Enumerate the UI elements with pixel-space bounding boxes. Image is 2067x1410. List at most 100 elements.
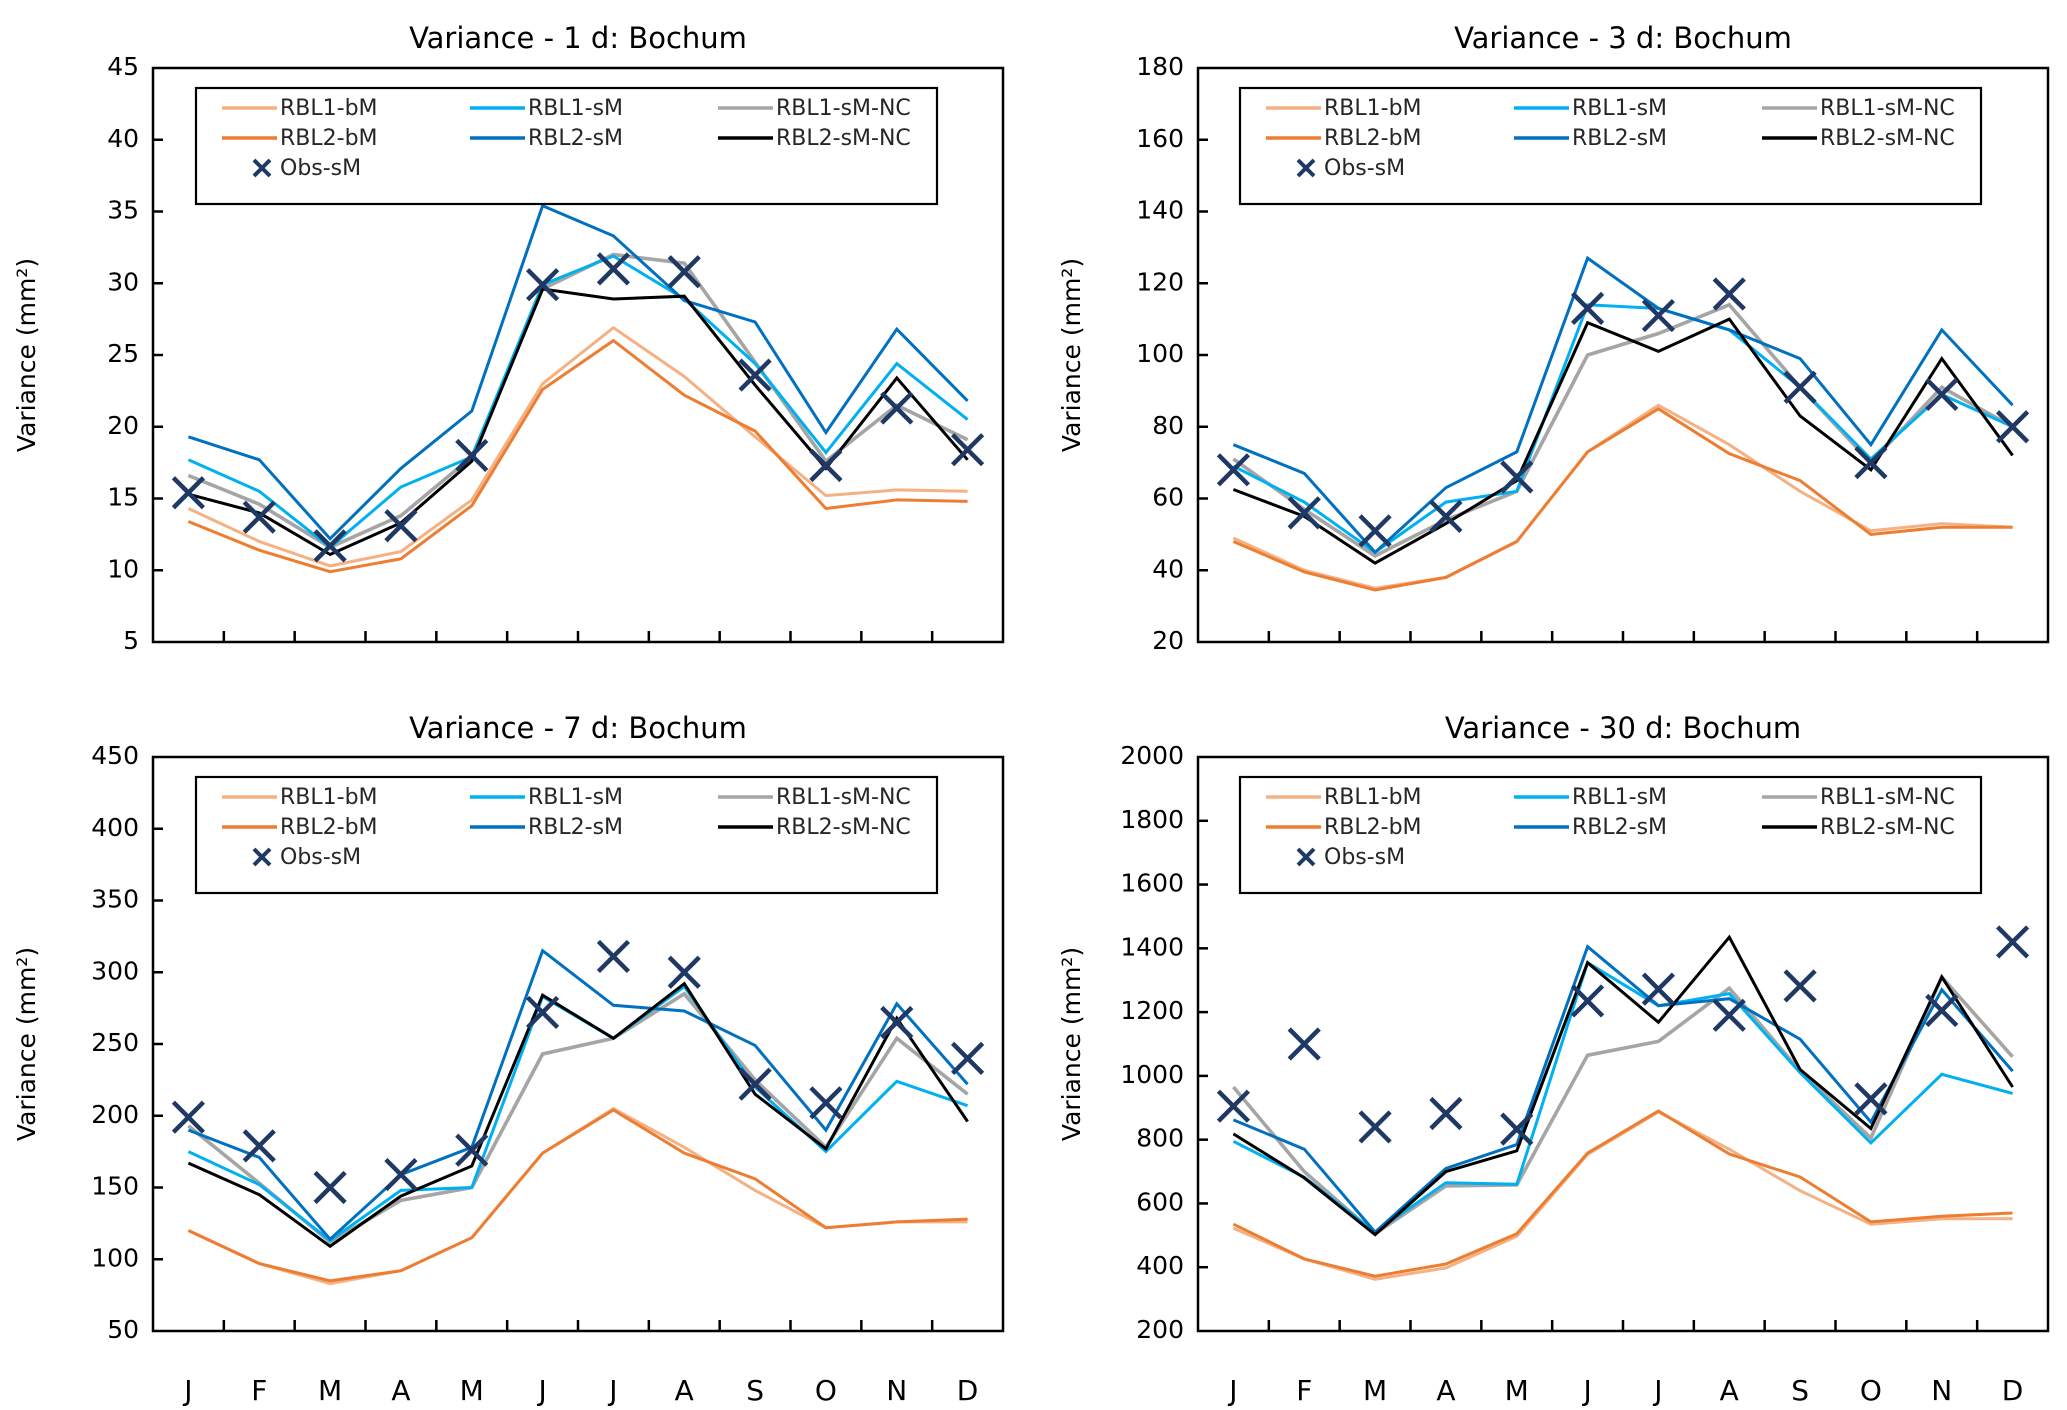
legend-label: Obs-sM [280, 845, 361, 870]
data-point-obs-sm [1358, 1110, 1392, 1144]
marker-x-stroke [596, 252, 631, 286]
data-point-obs-sm [384, 1157, 418, 1192]
x-tick-label: J [536, 1374, 546, 1407]
series-line-rbl2-bm [1232, 1109, 2013, 1278]
x-tick-label: O [815, 1374, 837, 1407]
legend-label: Obs-sM [1324, 845, 1405, 870]
legend-label: RBL2-sM-NC [776, 126, 911, 151]
marker-x-stroke [313, 529, 347, 563]
y-tick-label: 35 [107, 196, 139, 225]
marker-x-stroke [313, 1170, 347, 1205]
series-line-rbl2-sm [1232, 255, 2014, 555]
x-tick-label: S [1791, 1374, 1809, 1407]
legend-entry-rbl1-sm-nc: RBL1-sM-NC [718, 785, 911, 810]
legend-label: RBL2-sM [528, 126, 623, 151]
legend-label: RBL1-bM [1324, 785, 1422, 810]
data-point-obs-sm [950, 1041, 985, 1075]
marker-x-stroke [1570, 984, 1605, 1018]
legend-label: RBL2-bM [280, 126, 378, 151]
marker-x-stroke [950, 433, 985, 467]
y-tick-label: 1800 [1120, 805, 1184, 834]
chart-title: Variance - 7 d: Bochum [409, 711, 747, 745]
marker-x-stroke [1216, 453, 1251, 487]
marker-x-stroke [242, 1129, 276, 1163]
y-tick-label: 1400 [1120, 932, 1184, 961]
legend-entry-rbl2-bm: RBL2-bM [222, 126, 378, 151]
y-tick-label: 50 [107, 1315, 139, 1344]
data-point-obs-sm [171, 1100, 206, 1134]
series-line-rbl2-sm [187, 948, 969, 1242]
marker-x-stroke [880, 391, 914, 425]
legend-entry-rbl1-sm: RBL1-sM [1514, 96, 1667, 121]
legend-label: RBL2-sM [528, 815, 623, 840]
y-tick-label: 1200 [1120, 996, 1184, 1025]
legend-label: Obs-sM [280, 156, 361, 181]
y-tick-label: 100 [1136, 339, 1184, 368]
legend-label: RBL1-bM [1324, 96, 1422, 121]
x-tick-label: J [1581, 1374, 1591, 1407]
marker-x-stroke [525, 268, 560, 302]
x-tick-label: N [886, 1374, 907, 1407]
legend-entry-obs-sm: Obs-sM [1296, 845, 1405, 870]
y-tick-label: 200 [1136, 1315, 1184, 1344]
marker-x-stroke [1995, 925, 2030, 959]
data-point-obs-sm [384, 509, 418, 543]
data-point-obs-sm [880, 1005, 914, 1040]
legend-label: RBL1-sM [528, 785, 623, 810]
legend-label: RBL1-sM-NC [776, 785, 911, 810]
y-tick-label: 800 [1136, 1124, 1184, 1153]
y-tick-label: 45 [107, 52, 139, 81]
series-line-rbl2-sm-nc [187, 981, 969, 1249]
y-tick-label: 40 [107, 124, 139, 153]
data-point-obs-sm [1925, 377, 1959, 412]
y-tick-label: 1600 [1120, 869, 1184, 898]
y-tick-label: 25 [107, 339, 139, 368]
marker-x-stroke [1995, 410, 2030, 444]
x-tick-label: A [1436, 1374, 1455, 1407]
y-tick-label: 60 [1152, 483, 1184, 512]
legend-box [194, 775, 939, 895]
marker-x-stroke [1429, 499, 1463, 534]
series-line-rbl2-bm [1232, 407, 2013, 592]
marker-x-stroke [384, 1157, 418, 1192]
legend-entry-rbl1-sm: RBL1-sM [1514, 785, 1667, 810]
legend-label: RBL2-sM [1572, 815, 1667, 840]
marker-x-stroke [950, 1041, 985, 1075]
data-point-obs-sm [525, 268, 560, 302]
chart-7d: Variance - 7 d: Bochum Variance (mm²) 50 10… [12, 711, 1005, 1407]
legend-label: RBL1-bM [280, 96, 378, 121]
legend-entry-rbl2-sm-nc: RBL2-sM-NC [1762, 815, 1955, 840]
data-point-obs-sm [950, 433, 985, 467]
legend-entry-rbl1-bm: RBL1-bM [222, 785, 378, 810]
data-point-obs-sm [1641, 972, 1676, 1006]
legend-label: Obs-sM [1324, 156, 1405, 181]
data-point-obs-sm [1854, 446, 1888, 480]
marker-x-stroke [384, 509, 418, 543]
legend-label: RBL2-sM-NC [1820, 815, 1955, 840]
y-tick-label: 400 [91, 813, 139, 842]
legend-label: RBL2-sM [1572, 126, 1667, 151]
series-line-rbl1-bm [1232, 403, 2013, 590]
data-point-obs-sm [242, 500, 276, 534]
legend-entry-rbl1-sm-nc: RBL1-sM-NC [1762, 96, 1955, 121]
y-tick-label: 20 [1152, 626, 1184, 655]
y-tick-label: 120 [1136, 267, 1184, 296]
legend-entry-rbl2-bm: RBL2-bM [1266, 126, 1422, 151]
x-tick-label: D [2002, 1374, 2024, 1407]
data-point-obs-sm [1783, 370, 1817, 404]
legend-label: RBL1-sM [1572, 96, 1667, 121]
series-line-rbl1-sm [187, 984, 969, 1243]
y-tick-label: 250 [91, 1028, 139, 1057]
data-point-obs-sm [1216, 1089, 1251, 1123]
marker-x-stroke [1712, 277, 1746, 311]
y-axis-label: Variance (mm²) [1057, 947, 1086, 1141]
marker-x-stroke [1500, 1112, 1534, 1146]
marker-x-stroke [809, 448, 843, 483]
y-tick-label: 30 [107, 267, 139, 296]
marker-x-stroke [1925, 993, 1959, 1028]
y-tick-label: 80 [1152, 411, 1184, 440]
x-tick-label: S [746, 1374, 764, 1407]
marker-x-stroke [1712, 998, 1746, 1032]
marker-x-stroke [1783, 370, 1817, 404]
marker-x-stroke [667, 955, 701, 989]
